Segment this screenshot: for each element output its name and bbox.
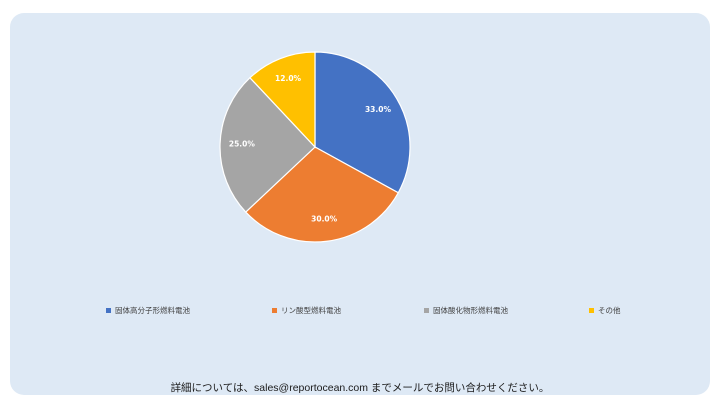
pie-slice xyxy=(314,51,411,194)
legend-swatch xyxy=(424,308,429,313)
pie-slice xyxy=(244,146,400,243)
pie-chart: 33.0% 30.0% 25.0% 12.0% xyxy=(219,51,411,243)
contact-footer: 詳細については、sales@reportocean.com までメールでお問い合… xyxy=(170,382,550,394)
pie-data-label: 25.0% xyxy=(229,140,256,149)
legend-label: 固体高分子形燃料電池 xyxy=(115,306,190,315)
legend-swatch xyxy=(106,308,111,313)
legend-item-other: その他 xyxy=(589,305,621,316)
legend-item-phosphoric: リン酸型燃料電池 xyxy=(272,305,341,316)
legend-label: リン酸型燃料電池 xyxy=(281,306,341,315)
pie-data-label: 33.0% xyxy=(365,105,392,114)
pie-data-label: 30.0% xyxy=(311,215,338,224)
pie-slices xyxy=(219,51,411,243)
legend-item-oxide: 固体酸化物形燃料電池 xyxy=(424,305,508,316)
legend-swatch xyxy=(272,308,277,313)
pie-slice xyxy=(219,76,316,213)
pie-slice xyxy=(249,51,316,149)
pie-data-labels: 33.0% 30.0% 25.0% 12.0% xyxy=(229,74,392,224)
legend-item-polymer: 固体高分子形燃料電池 xyxy=(106,305,190,316)
legend: 固体高分子形燃料電池 リン酸型燃料電池 固体酸化物形燃料電池 その他 xyxy=(0,305,720,319)
legend-label: その他 xyxy=(598,306,621,315)
legend-label: 固体酸化物形燃料電池 xyxy=(433,306,508,315)
legend-swatch xyxy=(589,308,594,313)
pie-data-label: 12.0% xyxy=(275,74,302,83)
